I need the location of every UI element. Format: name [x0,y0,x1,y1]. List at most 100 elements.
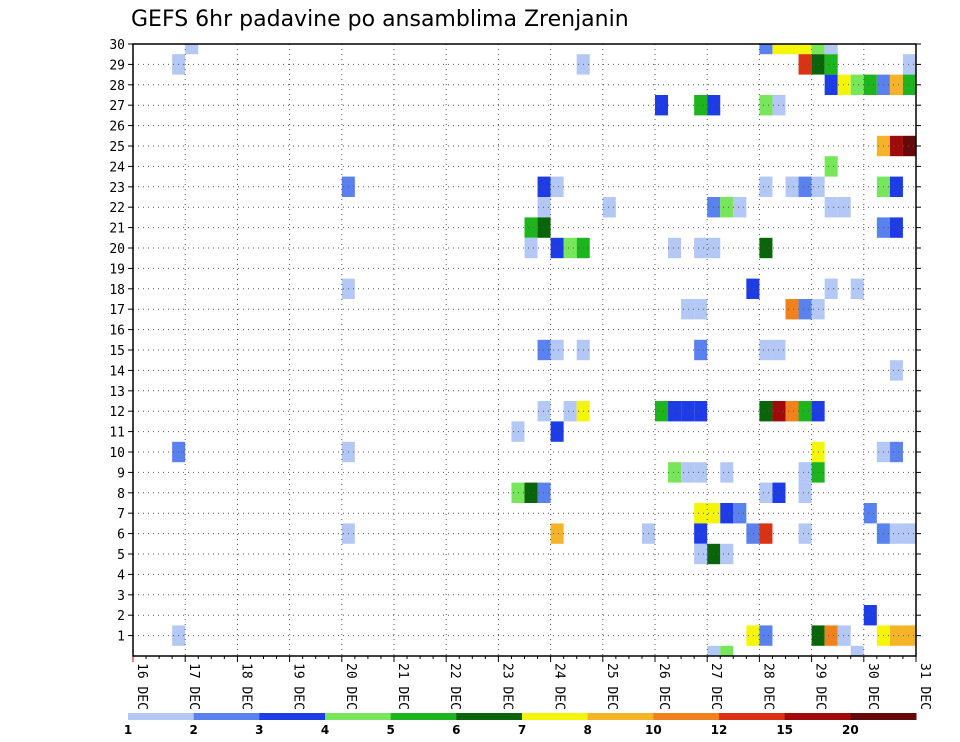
heatmap-cell [511,482,525,503]
y-tick-label: 25 [109,140,125,155]
heatmap-cell [798,44,812,55]
heatmap-cell [537,401,551,422]
heatmap-cell [889,441,903,463]
heatmap-cell [902,625,916,646]
y-tick-label: 15 [109,344,125,359]
heatmap-cell [668,237,682,259]
heatmap-cell [524,237,538,259]
heatmap-cell [524,217,538,238]
heatmap-cell [824,54,838,75]
colorbar-segment [719,713,786,720]
heatmap-cell [681,401,695,422]
heatmap-cell [694,462,708,483]
heatmap-cells [172,44,916,656]
colorbar-segment [653,713,720,720]
y-tick-label: 3 [117,589,125,604]
heatmap-cell [824,156,838,177]
heatmap-cell [759,44,773,55]
heatmap-cell [889,176,903,197]
heatmap-cell [824,197,838,218]
colorbar-segment [259,713,326,720]
heatmap-cell [759,401,773,422]
colorbar-segment [850,713,917,720]
heatmap-cell [550,339,564,361]
heatmap-cell [902,523,916,544]
heatmap-cell [746,625,760,646]
grid-lines [133,43,916,656]
x-tick-label: 26 DEC [656,663,671,710]
heatmap-cell [772,44,786,55]
heatmap-cell [798,523,812,544]
heatmap-cell [889,523,903,544]
heatmap-cell [798,299,812,320]
x-tick-label: 16 DEC [134,663,149,710]
colorbar-segment [390,713,457,720]
y-tick-label: 8 [117,487,125,502]
heatmap-cell [902,135,916,157]
heatmap-cell [550,176,564,197]
colorbar-segment [325,713,392,720]
heatmap-cell [537,217,551,238]
heatmap-cell [694,543,708,565]
heatmap-cell [733,503,747,524]
y-tick-label: 29 [109,58,125,73]
y-tick-label: 21 [109,222,125,237]
heatmap-cell [798,401,812,422]
colorbar-segment [587,713,654,720]
heatmap-cell [798,482,812,503]
y-tick-label: 6 [117,528,125,543]
x-tick-label: 29 DEC [813,663,828,710]
colorbar-label: 4 [321,723,329,737]
x-axis: 16 DEC 17 DEC 18 DEC 19 DEC 20 DEC 21 DEC 22 D… [132,656,932,710]
x-tick-label: 21 DEC [395,663,410,710]
y-tick-label: 1 [117,630,125,645]
y-tick-label: 13 [109,385,125,400]
heatmap-cell [889,625,903,646]
heatmap-cell [824,74,838,95]
heatmap-cell [798,176,812,197]
y-tick-label: 28 [109,79,125,94]
heatmap-cell [863,74,877,95]
colorbar-segment [784,713,851,720]
y-tick-label: 9 [117,466,125,481]
heatmap-cell [746,278,760,299]
y-tick-label: 5 [117,548,125,563]
y-tick-label: 12 [109,405,125,420]
colorbar-label: 8 [583,723,591,737]
y-tick-label: 27 [109,99,125,114]
heatmap-cell [720,503,734,524]
heatmap-cell [850,74,864,95]
heatmap-cell [694,237,708,259]
heatmap-cell [785,299,799,320]
heatmap-cell [694,401,708,422]
x-tick-label: 17 DEC [186,663,201,710]
heatmap-cell [720,543,734,565]
heatmap-cell [655,95,669,116]
colorbar-segment [456,713,523,720]
heatmap-cell [850,278,864,299]
colorbar-label: 6 [452,723,460,737]
heatmap-cell [889,217,903,238]
y-tick-label: 24 [109,160,125,175]
x-tick-label: 25 DEC [604,663,619,710]
plot-frame [132,43,917,657]
heatmap-cell [550,237,564,259]
y-tick-label: 14 [109,364,125,379]
x-tick-label: 18 DEC [238,663,253,710]
heatmap-cell [798,462,812,483]
y-tick-label: 11 [109,426,125,441]
heatmap-cell [655,401,669,422]
heatmap-cell [902,54,916,75]
heatmap-cell [759,95,773,116]
heatmap-cell [550,523,564,544]
heatmap-cell [720,197,734,218]
y-tick-label: 19 [109,262,125,277]
heatmap-cell [668,462,682,483]
heatmap-cell [798,54,812,75]
heatmap-cell [850,645,864,656]
colorbar-label: 20 [842,723,859,737]
heatmap-cell [694,339,708,361]
heatmap-cell [746,523,760,544]
x-tick-label: 24 DEC [552,663,567,710]
